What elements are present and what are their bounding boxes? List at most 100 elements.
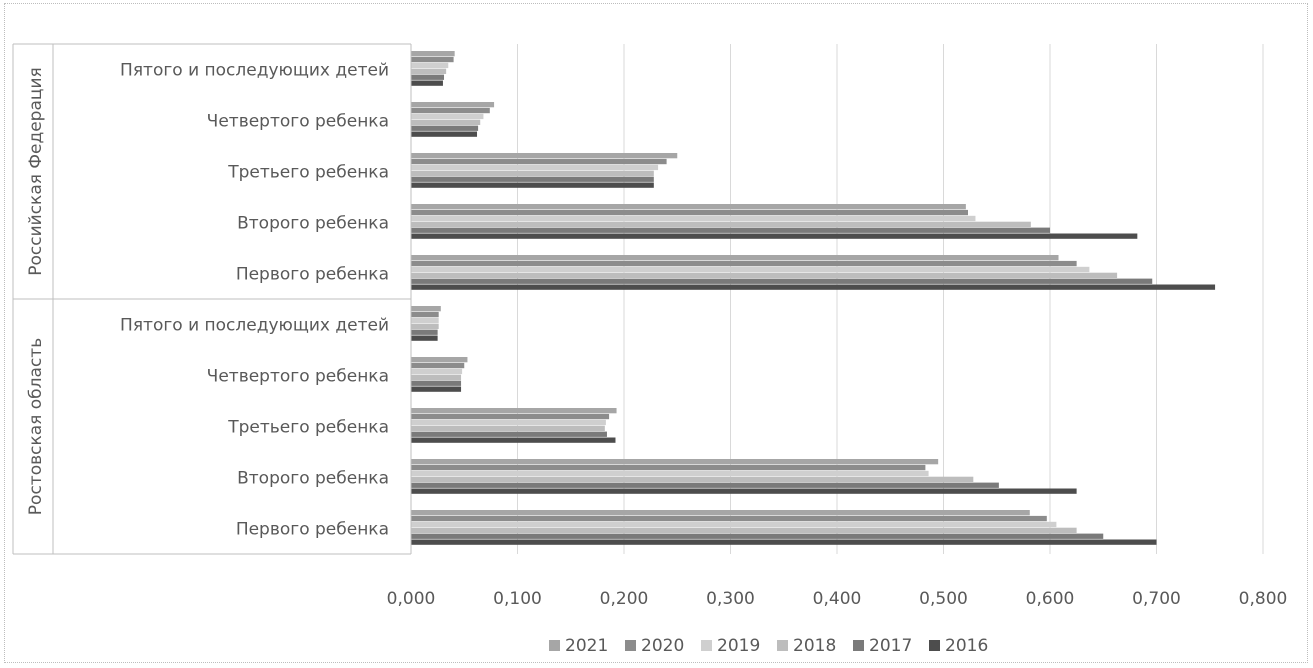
- bar-2016: [411, 233, 1138, 239]
- bar-2019: [411, 215, 976, 222]
- x-tick-label: 0,700: [1132, 589, 1181, 609]
- bar-2018: [411, 527, 1077, 533]
- bar-2016: [411, 284, 1216, 290]
- bar-2021: [411, 204, 966, 210]
- x-tick-label: 0,100: [493, 589, 542, 609]
- legend-label-2021: 2021: [565, 636, 608, 656]
- bar-2017: [411, 329, 438, 335]
- category-label: Пятого и последующих детей: [120, 61, 389, 81]
- group-label: Российская Федерация: [26, 67, 46, 275]
- legend-label-2017: 2017: [869, 636, 912, 656]
- category-label: Второго ребенка: [237, 214, 389, 234]
- bar-2021: [411, 357, 468, 363]
- category-label: Четвертого ребенка: [207, 367, 389, 387]
- x-tick-label: 0,200: [600, 589, 649, 609]
- bar-2018: [411, 119, 481, 125]
- bar-2017: [411, 227, 1050, 233]
- bar-2020: [411, 107, 490, 114]
- category-label: Третьего ребенка: [227, 418, 389, 438]
- bar-2016: [411, 539, 1157, 545]
- chart-frame: Пятого и последующих детей Четвертого реб…: [4, 3, 1308, 663]
- bar-2018: [411, 170, 654, 176]
- bar-2019: [411, 470, 929, 477]
- bar-chart: Пятого и последующих детей Четвертого реб…: [12, 43, 1288, 656]
- bar-2020: [411, 56, 454, 63]
- bar-2017: [411, 380, 462, 386]
- bar-2020: [411, 158, 667, 165]
- category-label: Первого ребенка: [236, 520, 389, 540]
- grid-lines: [517, 44, 1264, 554]
- bar-2017: [411, 125, 479, 131]
- legend-swatch-2017: [853, 640, 864, 651]
- bars: [411, 51, 1216, 545]
- x-tick-label: 0,800: [1239, 589, 1288, 609]
- bar-2019: [411, 113, 484, 120]
- group-label: Ростовская область: [26, 338, 46, 515]
- bar-2019: [411, 521, 1057, 528]
- bar-2017: [411, 74, 445, 80]
- category-label: Первого ребенка: [236, 265, 389, 285]
- legend-swatch-2019: [701, 640, 712, 651]
- category-label: Второго ребенка: [237, 469, 389, 489]
- bar-2019: [411, 317, 439, 324]
- x-tick-label: 0,000: [387, 589, 436, 609]
- category-labels: Пятого и последующих детей Четвертого реб…: [26, 61, 389, 540]
- legend-label-2018: 2018: [793, 636, 836, 656]
- legend-swatch-2018: [777, 640, 788, 651]
- category-label: Третьего ребенка: [227, 163, 389, 183]
- bar-2019: [411, 368, 463, 375]
- bar-2020: [411, 260, 1077, 267]
- bar-2017: [411, 482, 999, 488]
- bar-2020: [411, 311, 439, 318]
- bar-2020: [411, 209, 968, 216]
- bar-2016: [411, 386, 462, 392]
- bar-2021: [411, 459, 939, 465]
- bar-2017: [411, 533, 1104, 539]
- bar-2016: [411, 131, 478, 137]
- x-tick-label: 0,500: [919, 589, 968, 609]
- legend-swatch-2016: [929, 640, 940, 651]
- bar-2018: [411, 476, 974, 482]
- bar-2018: [411, 425, 605, 431]
- bar-2020: [411, 515, 1047, 522]
- legend-swatch-2020: [625, 640, 636, 651]
- bar-2020: [411, 362, 465, 369]
- x-tick-label: 0,600: [1026, 589, 1075, 609]
- bar-2018: [411, 221, 1031, 227]
- bar-2016: [411, 437, 616, 443]
- bar-2018: [411, 68, 447, 74]
- bar-2018: [411, 323, 439, 329]
- bar-2017: [411, 278, 1153, 284]
- bar-2021: [411, 306, 441, 312]
- category-label: Четвертого ребенка: [207, 112, 389, 132]
- legend-label-2016: 2016: [945, 636, 988, 656]
- bar-2018: [411, 374, 462, 380]
- legend: 2021 2020 2019 2018 2017 2016: [549, 636, 988, 656]
- bar-2016: [411, 488, 1077, 494]
- bar-2019: [411, 62, 449, 69]
- legend-swatch-2021: [549, 640, 560, 651]
- bar-2020: [411, 464, 926, 471]
- legend-label-2019: 2019: [717, 636, 760, 656]
- bar-2016: [411, 335, 438, 341]
- bar-2019: [411, 164, 659, 171]
- bar-2019: [411, 419, 606, 426]
- x-tick-label: 0,400: [813, 589, 862, 609]
- bar-2021: [411, 102, 495, 108]
- bar-2021: [411, 51, 455, 57]
- bar-2021: [411, 153, 678, 159]
- x-tick-label: 0,300: [706, 589, 755, 609]
- bar-2017: [411, 176, 654, 182]
- category-axis-frame: [12, 43, 412, 555]
- x-axis-ticks: 0,000 0,100 0,200 0,300 0,400 0,500 0,600 0,700…: [387, 589, 1288, 609]
- bar-2021: [411, 510, 1030, 516]
- legend-label-2020: 2020: [641, 636, 684, 656]
- bar-2021: [411, 408, 617, 414]
- bar-2017: [411, 431, 607, 437]
- category-label: Пятого и последующих детей: [120, 316, 389, 336]
- bar-2020: [411, 413, 610, 420]
- bar-2016: [411, 182, 654, 188]
- bar-2019: [411, 266, 1090, 273]
- bar-2018: [411, 272, 1118, 278]
- bar-2016: [411, 80, 443, 86]
